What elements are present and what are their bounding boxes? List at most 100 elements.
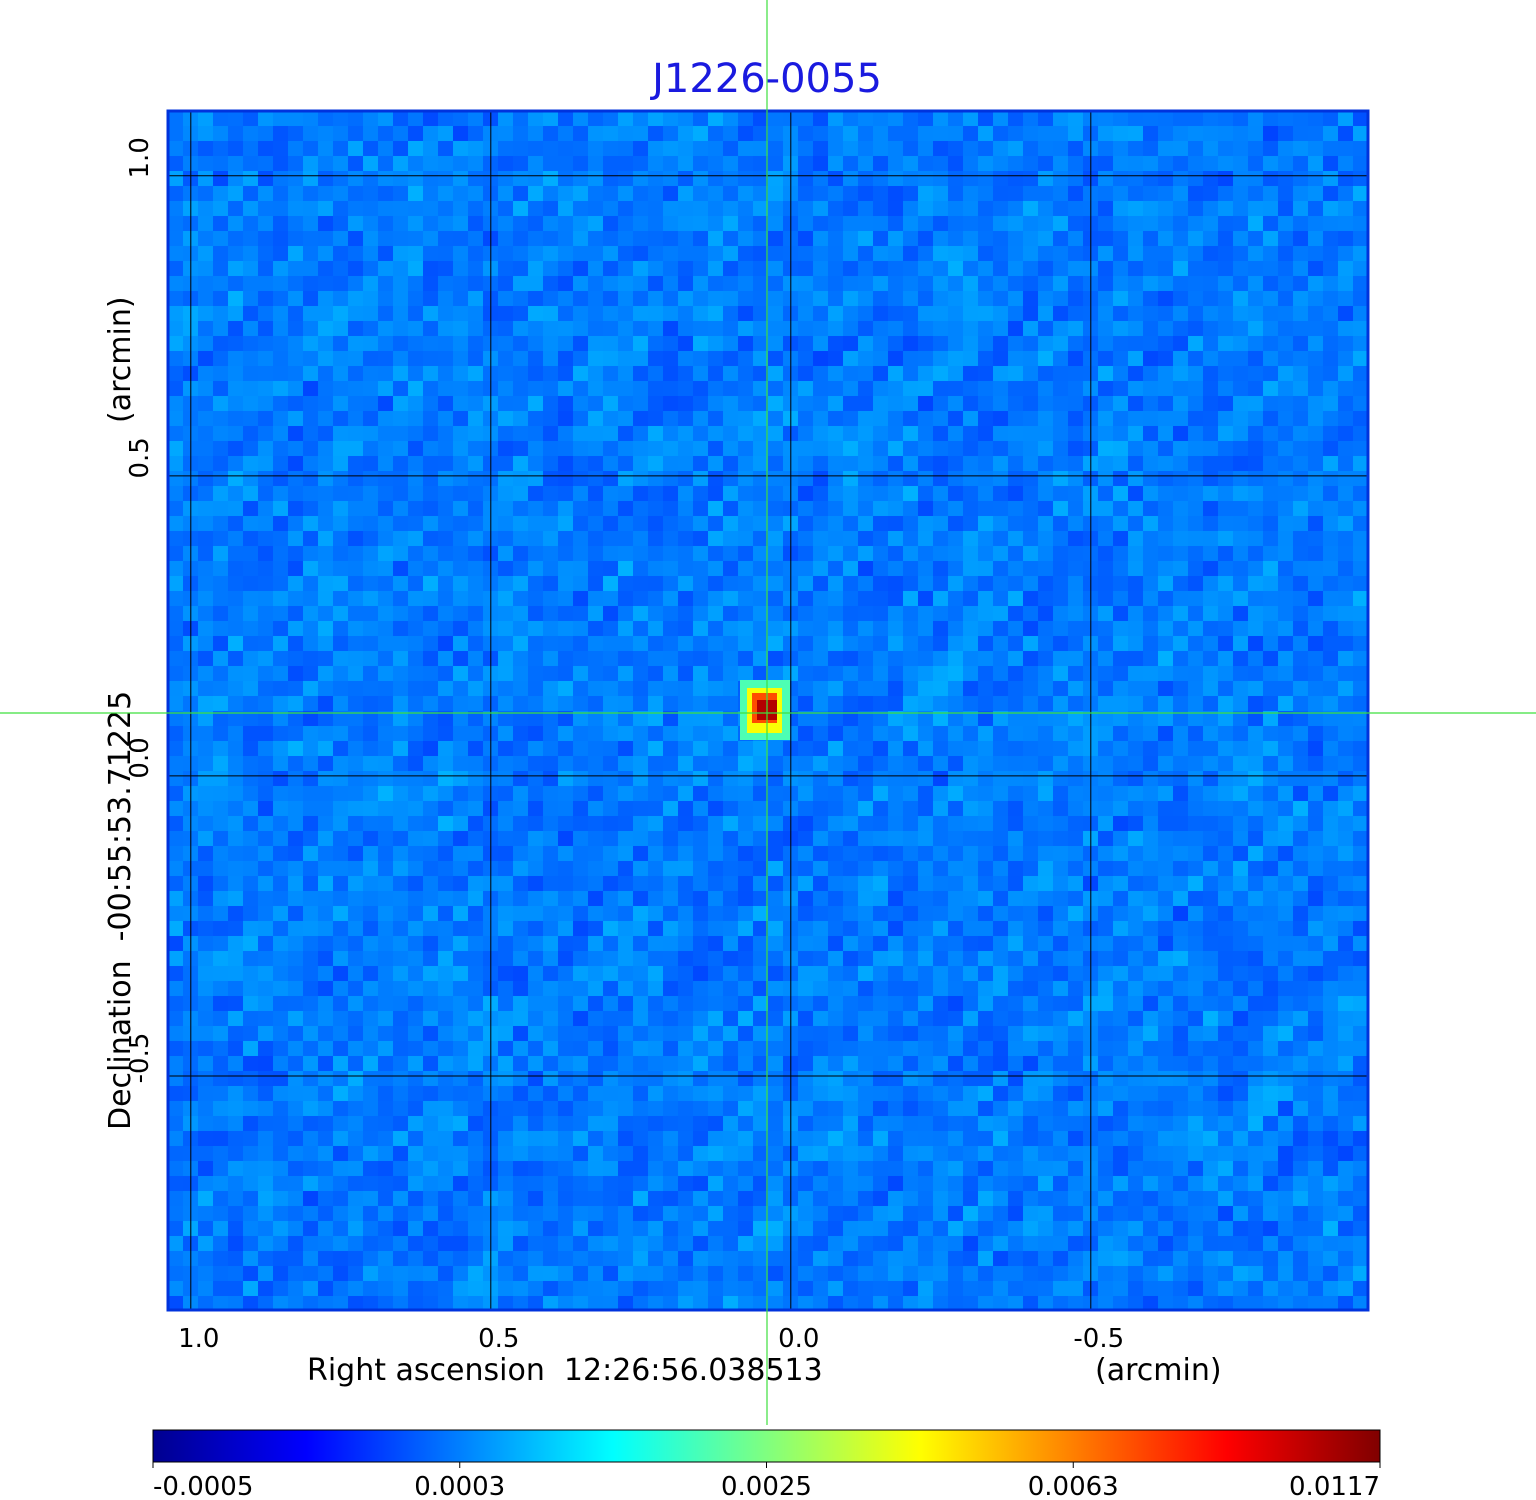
- image-pixel: [393, 261, 408, 276]
- image-pixel: [723, 276, 738, 291]
- image-pixel: [318, 831, 333, 846]
- image-pixel: [288, 426, 303, 441]
- image-pixel: [558, 561, 573, 576]
- image-pixel: [693, 471, 708, 486]
- image-pixel: [1218, 621, 1233, 636]
- image-pixel: [1263, 501, 1278, 516]
- image-pixel: [213, 261, 228, 276]
- image-pixel: [438, 801, 453, 816]
- image-pixel: [633, 426, 648, 441]
- image-pixel: [1323, 171, 1338, 186]
- image-pixel: [1173, 816, 1188, 831]
- image-pixel: [678, 291, 693, 306]
- image-pixel: [948, 621, 963, 636]
- image-pixel: [453, 951, 468, 966]
- image-pixel: [543, 861, 558, 876]
- image-pixel: [903, 306, 918, 321]
- image-pixel: [1008, 921, 1023, 936]
- image-pixel: [273, 471, 288, 486]
- image-pixel: [1068, 486, 1083, 501]
- image-pixel: [798, 771, 813, 786]
- image-pixel: [498, 111, 513, 126]
- image-pixel: [513, 246, 528, 261]
- image-pixel: [1113, 876, 1128, 891]
- image-pixel: [258, 966, 273, 981]
- image-pixel: [813, 981, 828, 996]
- image-pixel: [858, 441, 873, 456]
- image-pixel: [438, 846, 453, 861]
- image-pixel: [813, 576, 828, 591]
- image-pixel: [333, 741, 348, 756]
- image-pixel: [363, 741, 378, 756]
- image-pixel: [1008, 1026, 1023, 1041]
- image-pixel: [963, 111, 978, 126]
- image-pixel: [1068, 876, 1083, 891]
- image-pixel: [1098, 951, 1113, 966]
- image-pixel: [333, 156, 348, 171]
- image-pixel: [588, 981, 603, 996]
- image-pixel: [1278, 951, 1293, 966]
- image-pixel: [1128, 366, 1143, 381]
- image-pixel: [348, 591, 363, 606]
- image-pixel: [1113, 426, 1128, 441]
- image-pixel: [678, 711, 693, 726]
- image-pixel: [663, 396, 678, 411]
- image-pixel: [1203, 381, 1218, 396]
- image-pixel: [348, 966, 363, 981]
- image-pixel: [243, 786, 258, 801]
- image-pixel: [243, 276, 258, 291]
- image-pixel: [828, 966, 843, 981]
- image-pixel: [453, 111, 468, 126]
- image-pixel: [753, 336, 768, 351]
- image-pixel: [1173, 1026, 1188, 1041]
- image-pixel: [513, 726, 528, 741]
- image-pixel: [528, 246, 543, 261]
- image-pixel: [1128, 891, 1143, 906]
- image-pixel: [1338, 456, 1353, 471]
- image-pixel: [618, 996, 633, 1011]
- image-pixel: [438, 126, 453, 141]
- image-pixel: [798, 411, 813, 426]
- image-pixel: [468, 471, 483, 486]
- image-pixel: [453, 441, 468, 456]
- image-pixel: [1143, 261, 1158, 276]
- image-pixel: [843, 861, 858, 876]
- image-pixel: [228, 486, 243, 501]
- image-pixel: [468, 531, 483, 546]
- image-pixel: [1113, 396, 1128, 411]
- image-pixel: [453, 936, 468, 951]
- image-pixel: [333, 336, 348, 351]
- image-pixel: [888, 666, 903, 681]
- image-pixel: [978, 321, 993, 336]
- image-pixel: [1203, 816, 1218, 831]
- image-pixel: [1038, 621, 1053, 636]
- image-pixel: [1338, 126, 1353, 141]
- image-pixel: [603, 1041, 618, 1056]
- image-pixel: [828, 306, 843, 321]
- image-pixel: [768, 456, 783, 471]
- image-pixel: [258, 906, 273, 921]
- image-pixel: [363, 771, 378, 786]
- image-pixel: [603, 936, 618, 951]
- image-pixel: [228, 606, 243, 621]
- image-pixel: [933, 276, 948, 291]
- image-pixel: [468, 186, 483, 201]
- image-pixel: [453, 351, 468, 366]
- image-pixel: [1113, 216, 1128, 231]
- image-pixel: [1278, 906, 1293, 921]
- image-pixel: [633, 771, 648, 786]
- image-pixel: [333, 681, 348, 696]
- image-pixel: [933, 231, 948, 246]
- image-pixel: [813, 546, 828, 561]
- image-pixel: [258, 726, 273, 741]
- image-pixel: [348, 396, 363, 411]
- image-pixel: [693, 111, 708, 126]
- image-pixel: [408, 636, 423, 651]
- image-pixel: [888, 1026, 903, 1041]
- image-pixel: [453, 966, 468, 981]
- image-pixel: [963, 366, 978, 381]
- image-pixel: [693, 756, 708, 771]
- image-pixel: [828, 816, 843, 831]
- image-pixel: [408, 831, 423, 846]
- image-pixel: [393, 936, 408, 951]
